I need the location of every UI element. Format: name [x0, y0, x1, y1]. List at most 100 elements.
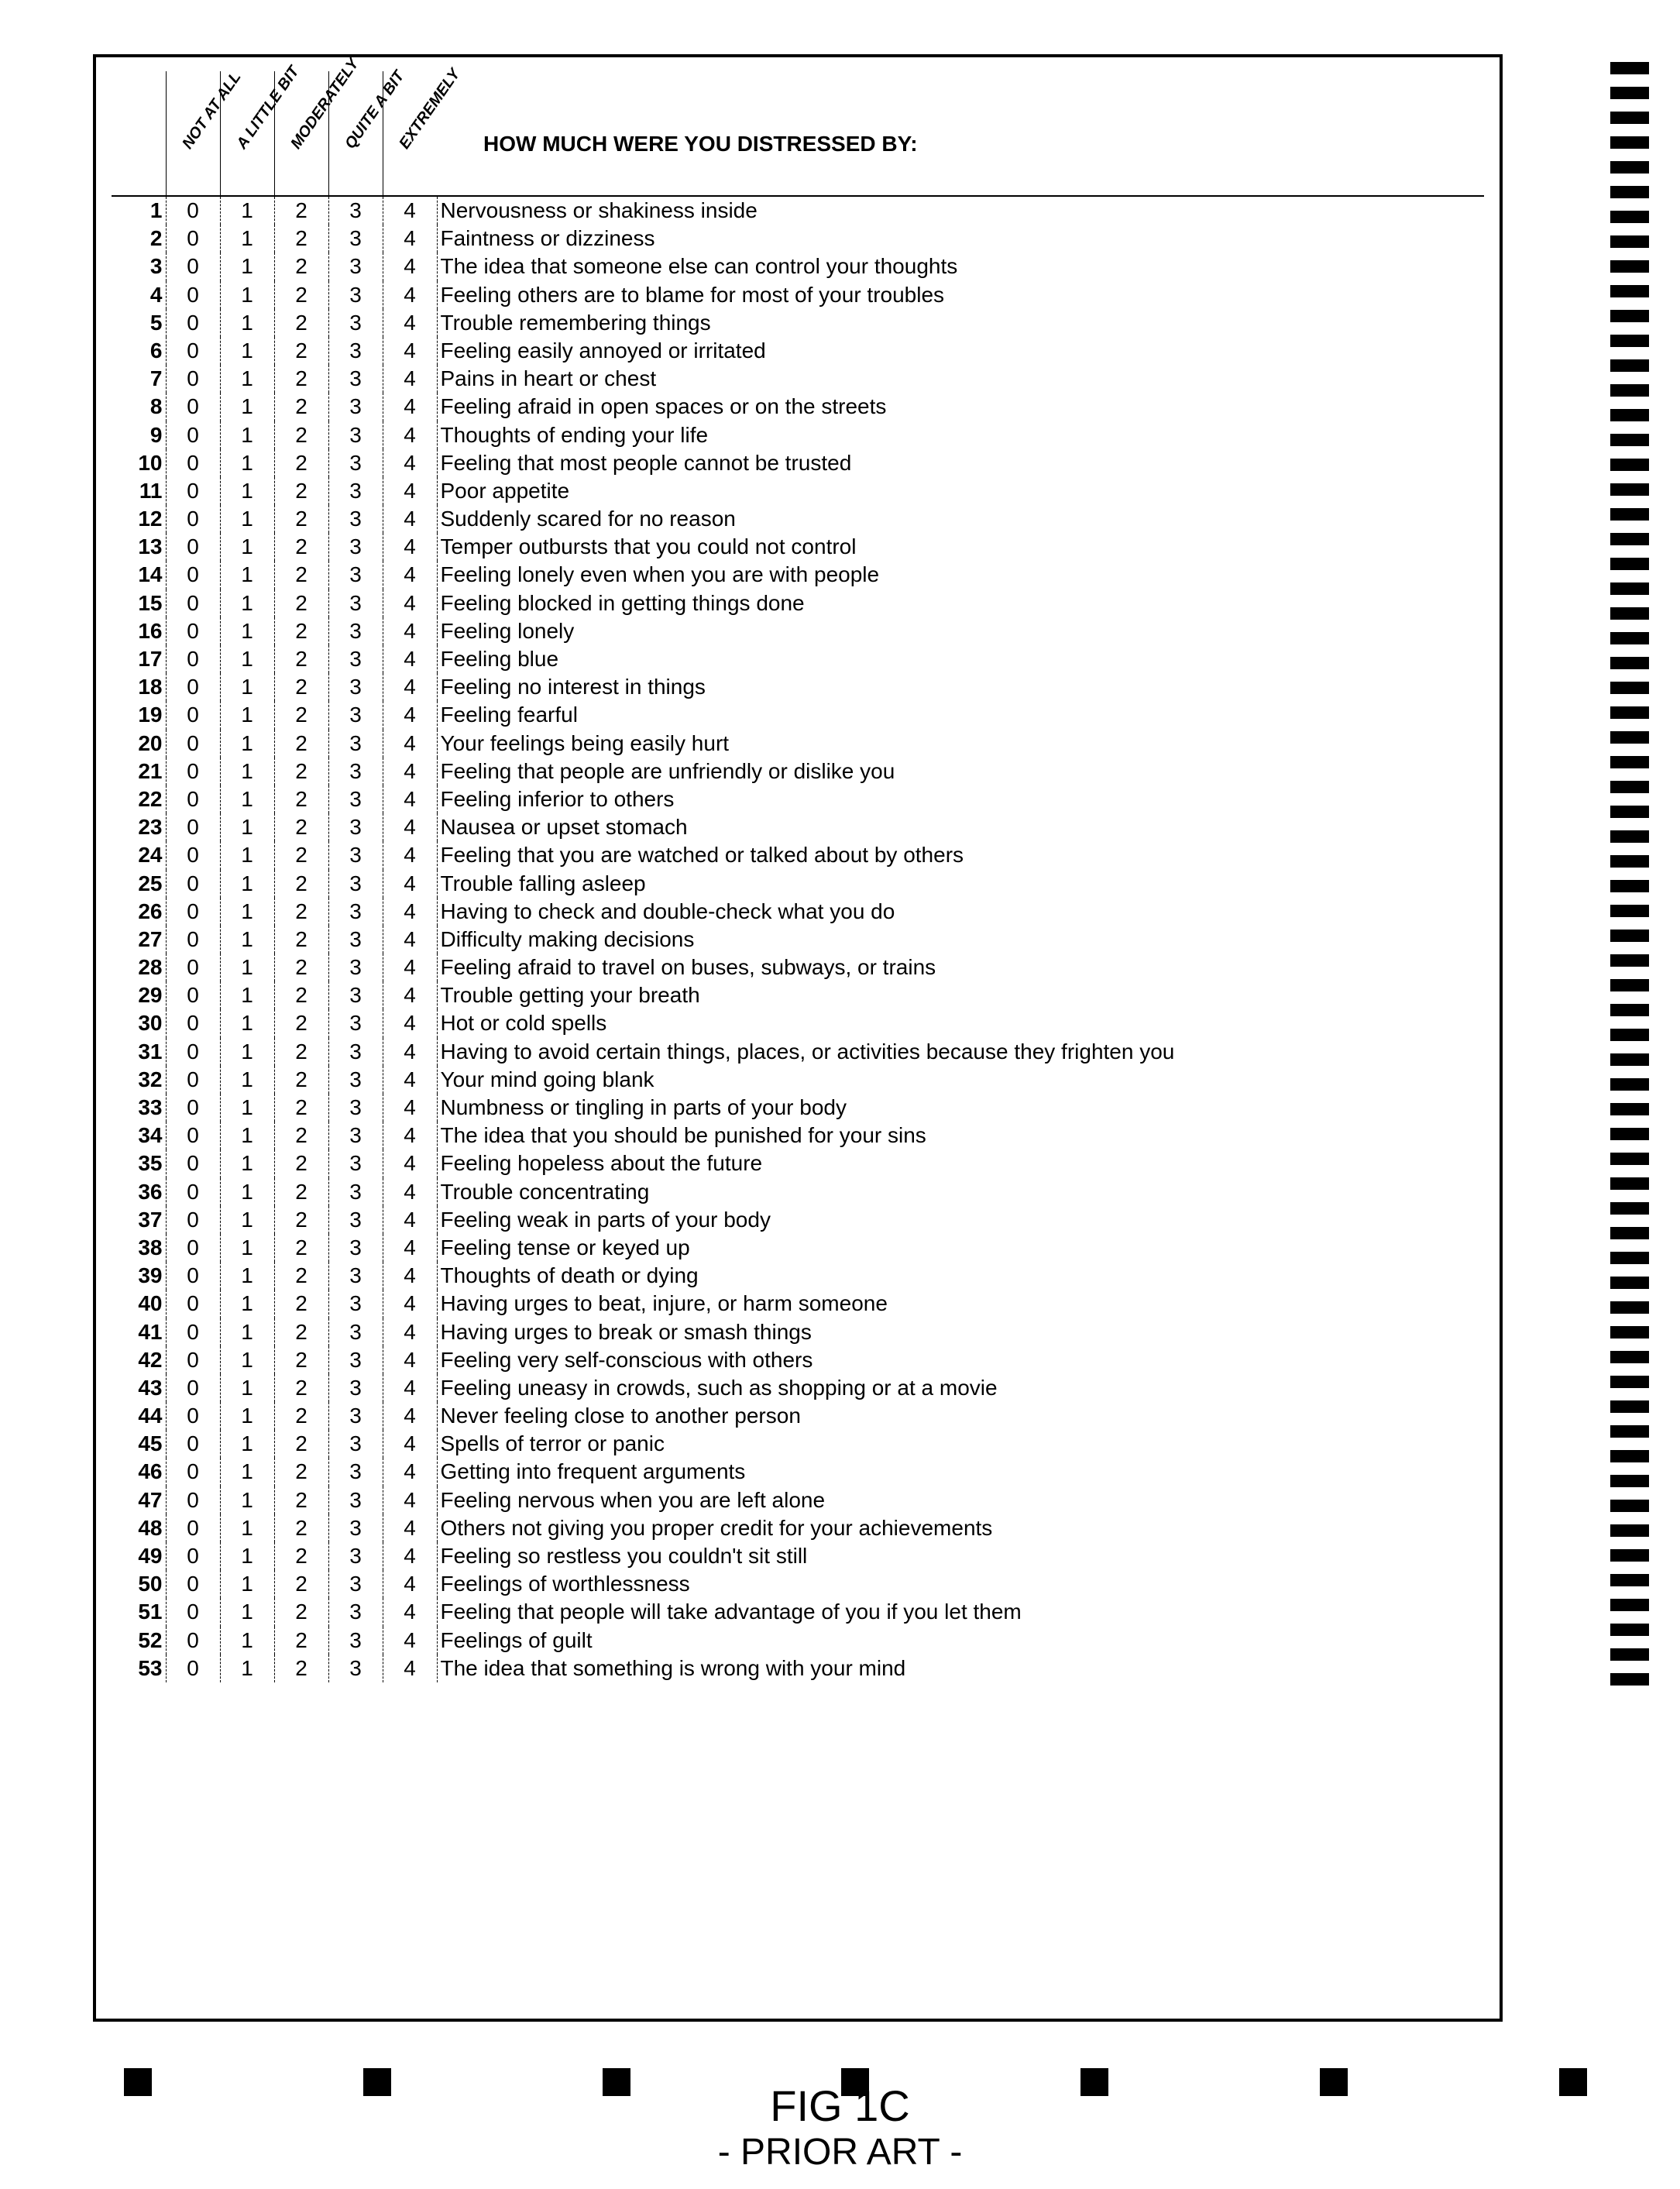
scale-cell[interactable]: 3 — [328, 197, 383, 225]
scale-cell[interactable]: 0 — [166, 1598, 220, 1626]
scale-cell[interactable]: 2 — [274, 1374, 328, 1402]
scale-cell[interactable]: 4 — [383, 1234, 437, 1262]
scale-cell[interactable]: 0 — [166, 785, 220, 813]
scale-cell[interactable]: 1 — [220, 365, 274, 393]
scale-cell[interactable]: 2 — [274, 477, 328, 505]
scale-cell[interactable]: 1 — [220, 758, 274, 785]
scale-cell[interactable]: 4 — [383, 730, 437, 758]
scale-cell[interactable]: 2 — [274, 1514, 328, 1542]
scale-cell[interactable]: 4 — [383, 477, 437, 505]
scale-cell[interactable]: 1 — [220, 1514, 274, 1542]
scale-cell[interactable]: 1 — [220, 673, 274, 701]
scale-cell[interactable]: 0 — [166, 1627, 220, 1655]
scale-cell[interactable]: 3 — [328, 1206, 383, 1234]
scale-cell[interactable]: 2 — [274, 1262, 328, 1290]
scale-cell[interactable]: 4 — [383, 589, 437, 617]
scale-cell[interactable]: 3 — [328, 701, 383, 729]
scale-cell[interactable]: 2 — [274, 281, 328, 309]
scale-cell[interactable]: 3 — [328, 673, 383, 701]
scale-cell[interactable]: 0 — [166, 533, 220, 561]
scale-cell[interactable]: 1 — [220, 1402, 274, 1430]
scale-cell[interactable]: 3 — [328, 1458, 383, 1486]
scale-cell[interactable]: 1 — [220, 449, 274, 477]
scale-cell[interactable]: 4 — [383, 197, 437, 225]
scale-cell[interactable]: 2 — [274, 1206, 328, 1234]
scale-cell[interactable]: 0 — [166, 730, 220, 758]
scale-cell[interactable]: 0 — [166, 701, 220, 729]
scale-cell[interactable]: 2 — [274, 981, 328, 1009]
scale-cell[interactable]: 2 — [274, 1430, 328, 1458]
scale-cell[interactable]: 1 — [220, 617, 274, 645]
scale-cell[interactable]: 1 — [220, 1374, 274, 1402]
scale-cell[interactable]: 3 — [328, 1542, 383, 1570]
scale-cell[interactable]: 4 — [383, 1486, 437, 1514]
scale-cell[interactable]: 1 — [220, 505, 274, 533]
scale-cell[interactable]: 2 — [274, 701, 328, 729]
scale-cell[interactable]: 4 — [383, 281, 437, 309]
scale-cell[interactable]: 1 — [220, 253, 274, 280]
scale-cell[interactable]: 4 — [383, 758, 437, 785]
scale-cell[interactable]: 2 — [274, 337, 328, 365]
scale-cell[interactable]: 0 — [166, 1402, 220, 1430]
scale-cell[interactable]: 0 — [166, 1066, 220, 1094]
scale-cell[interactable]: 3 — [328, 1570, 383, 1598]
scale-cell[interactable]: 4 — [383, 1346, 437, 1374]
scale-cell[interactable]: 4 — [383, 813, 437, 841]
scale-cell[interactable]: 1 — [220, 225, 274, 253]
scale-cell[interactable]: 1 — [220, 701, 274, 729]
scale-cell[interactable]: 1 — [220, 1542, 274, 1570]
scale-cell[interactable]: 4 — [383, 1570, 437, 1598]
scale-cell[interactable]: 1 — [220, 1627, 274, 1655]
scale-cell[interactable]: 1 — [220, 785, 274, 813]
scale-cell[interactable]: 1 — [220, 393, 274, 421]
scale-cell[interactable]: 1 — [220, 1066, 274, 1094]
scale-cell[interactable]: 2 — [274, 954, 328, 981]
scale-cell[interactable]: 0 — [166, 981, 220, 1009]
scale-cell[interactable]: 4 — [383, 505, 437, 533]
scale-cell[interactable]: 2 — [274, 1234, 328, 1262]
scale-cell[interactable]: 2 — [274, 505, 328, 533]
scale-cell[interactable]: 1 — [220, 337, 274, 365]
scale-cell[interactable]: 2 — [274, 645, 328, 673]
scale-cell[interactable]: 3 — [328, 730, 383, 758]
scale-cell[interactable]: 1 — [220, 1234, 274, 1262]
scale-cell[interactable]: 2 — [274, 1570, 328, 1598]
scale-cell[interactable]: 3 — [328, 309, 383, 337]
scale-cell[interactable]: 2 — [274, 1094, 328, 1122]
scale-cell[interactable]: 0 — [166, 225, 220, 253]
scale-cell[interactable]: 0 — [166, 1234, 220, 1262]
scale-cell[interactable]: 4 — [383, 981, 437, 1009]
scale-cell[interactable]: 1 — [220, 870, 274, 898]
scale-cell[interactable]: 0 — [166, 1038, 220, 1066]
scale-cell[interactable]: 1 — [220, 981, 274, 1009]
scale-cell[interactable]: 0 — [166, 1094, 220, 1122]
scale-cell[interactable]: 1 — [220, 954, 274, 981]
scale-cell[interactable]: 0 — [166, 617, 220, 645]
scale-cell[interactable]: 4 — [383, 1458, 437, 1486]
scale-cell[interactable]: 0 — [166, 197, 220, 225]
scale-cell[interactable]: 4 — [383, 533, 437, 561]
scale-cell[interactable]: 1 — [220, 1149, 274, 1177]
scale-cell[interactable]: 0 — [166, 449, 220, 477]
scale-cell[interactable]: 4 — [383, 421, 437, 449]
scale-cell[interactable]: 3 — [328, 589, 383, 617]
scale-cell[interactable]: 3 — [328, 1262, 383, 1290]
scale-cell[interactable]: 4 — [383, 449, 437, 477]
scale-cell[interactable]: 4 — [383, 701, 437, 729]
scale-cell[interactable]: 2 — [274, 1598, 328, 1626]
scale-cell[interactable]: 3 — [328, 225, 383, 253]
scale-cell[interactable]: 3 — [328, 561, 383, 589]
scale-cell[interactable]: 1 — [220, 926, 274, 954]
scale-cell[interactable]: 3 — [328, 365, 383, 393]
scale-cell[interactable]: 4 — [383, 1009, 437, 1037]
scale-cell[interactable]: 2 — [274, 1290, 328, 1318]
scale-cell[interactable]: 4 — [383, 926, 437, 954]
scale-cell[interactable]: 3 — [328, 505, 383, 533]
scale-cell[interactable]: 3 — [328, 421, 383, 449]
scale-cell[interactable]: 4 — [383, 1066, 437, 1094]
scale-cell[interactable]: 1 — [220, 645, 274, 673]
scale-cell[interactable]: 3 — [328, 1094, 383, 1122]
scale-cell[interactable]: 0 — [166, 505, 220, 533]
scale-cell[interactable]: 1 — [220, 1430, 274, 1458]
scale-cell[interactable]: 3 — [328, 253, 383, 280]
